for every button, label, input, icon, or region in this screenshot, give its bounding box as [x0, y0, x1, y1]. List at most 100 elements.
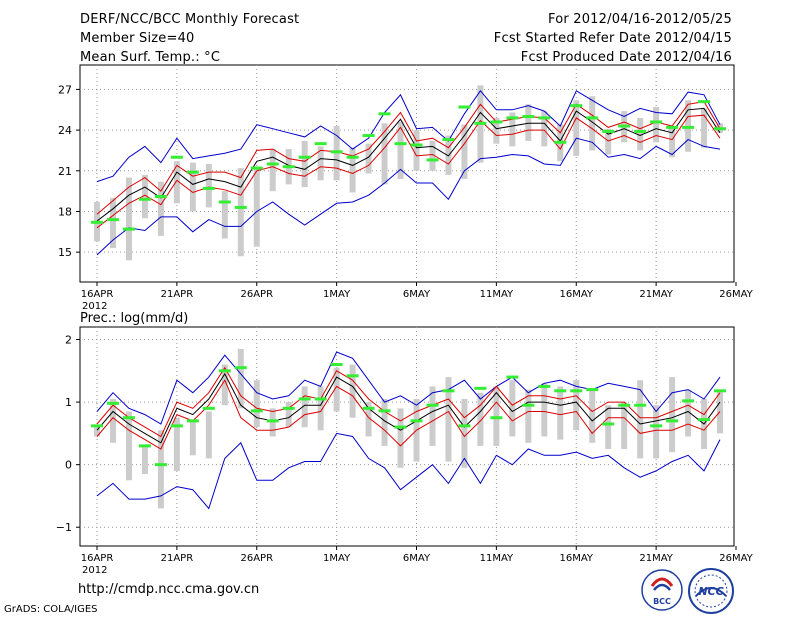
prec-observed-marker	[538, 384, 551, 388]
temp-spread-box	[461, 124, 468, 179]
prec-observed-marker	[122, 416, 135, 420]
temp-spread-box	[125, 177, 132, 261]
prec-x-tick-label: 1MAY	[323, 553, 351, 564]
temp-spread-box	[109, 197, 116, 249]
temp-spread-box	[541, 111, 548, 147]
temp-observed-marker	[410, 143, 423, 147]
temp-spread-box	[173, 161, 180, 204]
temp-observed-marker	[154, 195, 167, 199]
prec-spread-box	[477, 392, 484, 446]
prec-x-tick-label: 21MAY	[639, 553, 673, 564]
temp-spread-box	[701, 108, 708, 148]
temp-observed-marker	[650, 120, 663, 124]
temp-observed-marker	[522, 115, 535, 119]
temp-min-line	[96, 137, 721, 256]
prec-spread-box	[509, 380, 516, 437]
temp-spread-box	[301, 140, 308, 188]
prec-x-tick-label: 26MAY	[719, 553, 753, 564]
prec-spread-box	[173, 417, 180, 471]
temp-observed-marker	[666, 125, 679, 129]
prec-spread-box	[349, 364, 356, 418]
temp-spread-box	[669, 127, 676, 158]
prec-spread-box	[589, 389, 596, 443]
prec-y-tick-label: 2	[65, 334, 72, 347]
prec-observed-marker	[682, 399, 695, 403]
prec-observed-marker	[554, 389, 567, 393]
prec-y-tick-label: −1	[56, 521, 72, 534]
temp-spread-box	[221, 191, 228, 239]
prec-spread-box	[653, 405, 660, 459]
prec-spread-box	[365, 402, 372, 437]
temp-x-tick-label: 21APR	[161, 289, 194, 300]
temp-spread-box	[365, 143, 372, 174]
temp-spread-box	[525, 104, 532, 141]
prec-spread-box	[269, 408, 276, 437]
prec-observed-marker	[234, 366, 247, 370]
bcc-logo: BCC	[641, 569, 683, 611]
temp-observed-marker	[170, 155, 183, 159]
prec-max-line	[96, 351, 721, 425]
prec-observed-marker	[170, 424, 183, 428]
temp-observed-marker	[250, 166, 263, 170]
prec-spread-box	[717, 389, 724, 434]
prec-spread-box	[429, 386, 436, 446]
prec-spread-box	[381, 398, 388, 446]
temp-observed-marker	[442, 138, 455, 142]
temp-x-year-label: 2012	[82, 301, 107, 312]
temp-observed-marker	[714, 127, 727, 131]
temp-observed-marker	[682, 125, 695, 129]
prec-spread-box	[605, 405, 612, 450]
prec-spread-box	[557, 386, 564, 440]
prec-observed-marker	[666, 419, 679, 423]
ncc-logo-text: NCC	[698, 585, 723, 598]
temp-spread-box	[509, 112, 516, 147]
prec-x-tick-label: 11MAY	[480, 553, 514, 564]
prec-spread-box	[109, 398, 116, 443]
temp-x-tick-label: 16APR	[81, 289, 114, 300]
prec-observed-marker	[650, 424, 663, 428]
temp-observed-marker	[554, 140, 567, 144]
prec-spread-box	[461, 398, 468, 468]
source-url[interactable]: http://cmdp.ncc.cma.gov.cn	[78, 582, 260, 597]
prec-spread-box	[205, 411, 212, 459]
temp-spread-box	[205, 164, 212, 208]
prec-observed-marker	[410, 419, 423, 423]
temp-spread-box	[573, 100, 580, 156]
forecast-title: DERF/NCC/BCC Monthly Forecast	[80, 12, 300, 27]
temp-observed-marker	[266, 162, 279, 166]
temp-observed-marker	[634, 129, 647, 133]
forecast-started-date: Fcst Started Refer Date 2012/04/15	[493, 31, 732, 46]
temp-x-tick-label: 26MAY	[719, 289, 753, 300]
prec-spread-box	[573, 380, 580, 431]
temp-y-tick-label: 18	[58, 205, 72, 218]
precipitation-panel: 16APR 21APR 26APR 1MAY 6MAY 11MAY 16MAY 21MAY 26…	[56, 311, 754, 576]
temp-spread-box	[637, 117, 644, 151]
temp-observed-marker	[122, 227, 135, 231]
temp-observed-marker	[602, 129, 615, 133]
temp-spread-box	[253, 168, 260, 247]
prec-observed-marker	[186, 419, 199, 423]
temp-spread-box	[157, 181, 164, 236]
prec-x-year-label: 2012	[82, 565, 107, 576]
temperature-variable-label: Mean Surf. Temp.: °C	[80, 50, 221, 65]
temp-observed-marker	[474, 121, 487, 125]
prec-spread-box	[541, 383, 548, 437]
prec-x-tick-label: 16MAY	[559, 553, 593, 564]
prec-observed-marker	[570, 389, 583, 393]
prec-spread-box	[493, 386, 500, 446]
prec-spread-box	[157, 430, 164, 509]
prec-observed-marker	[586, 388, 599, 392]
prec-spread-box	[685, 389, 692, 437]
temp-x-tick-label: 11MAY	[480, 289, 514, 300]
prec-observed-marker	[634, 403, 647, 407]
temp-upper-line	[96, 101, 721, 215]
prec-observed-marker	[154, 463, 167, 467]
temp-observed-marker	[618, 124, 631, 128]
temp-observed-marker	[698, 100, 711, 104]
temp-observed-marker	[458, 105, 471, 109]
prec-observed-marker	[314, 397, 327, 401]
temp-spread-box	[605, 128, 612, 155]
prec-spread-box	[397, 408, 404, 468]
prec-observed-marker	[202, 406, 215, 410]
prec-observed-marker	[298, 397, 311, 401]
